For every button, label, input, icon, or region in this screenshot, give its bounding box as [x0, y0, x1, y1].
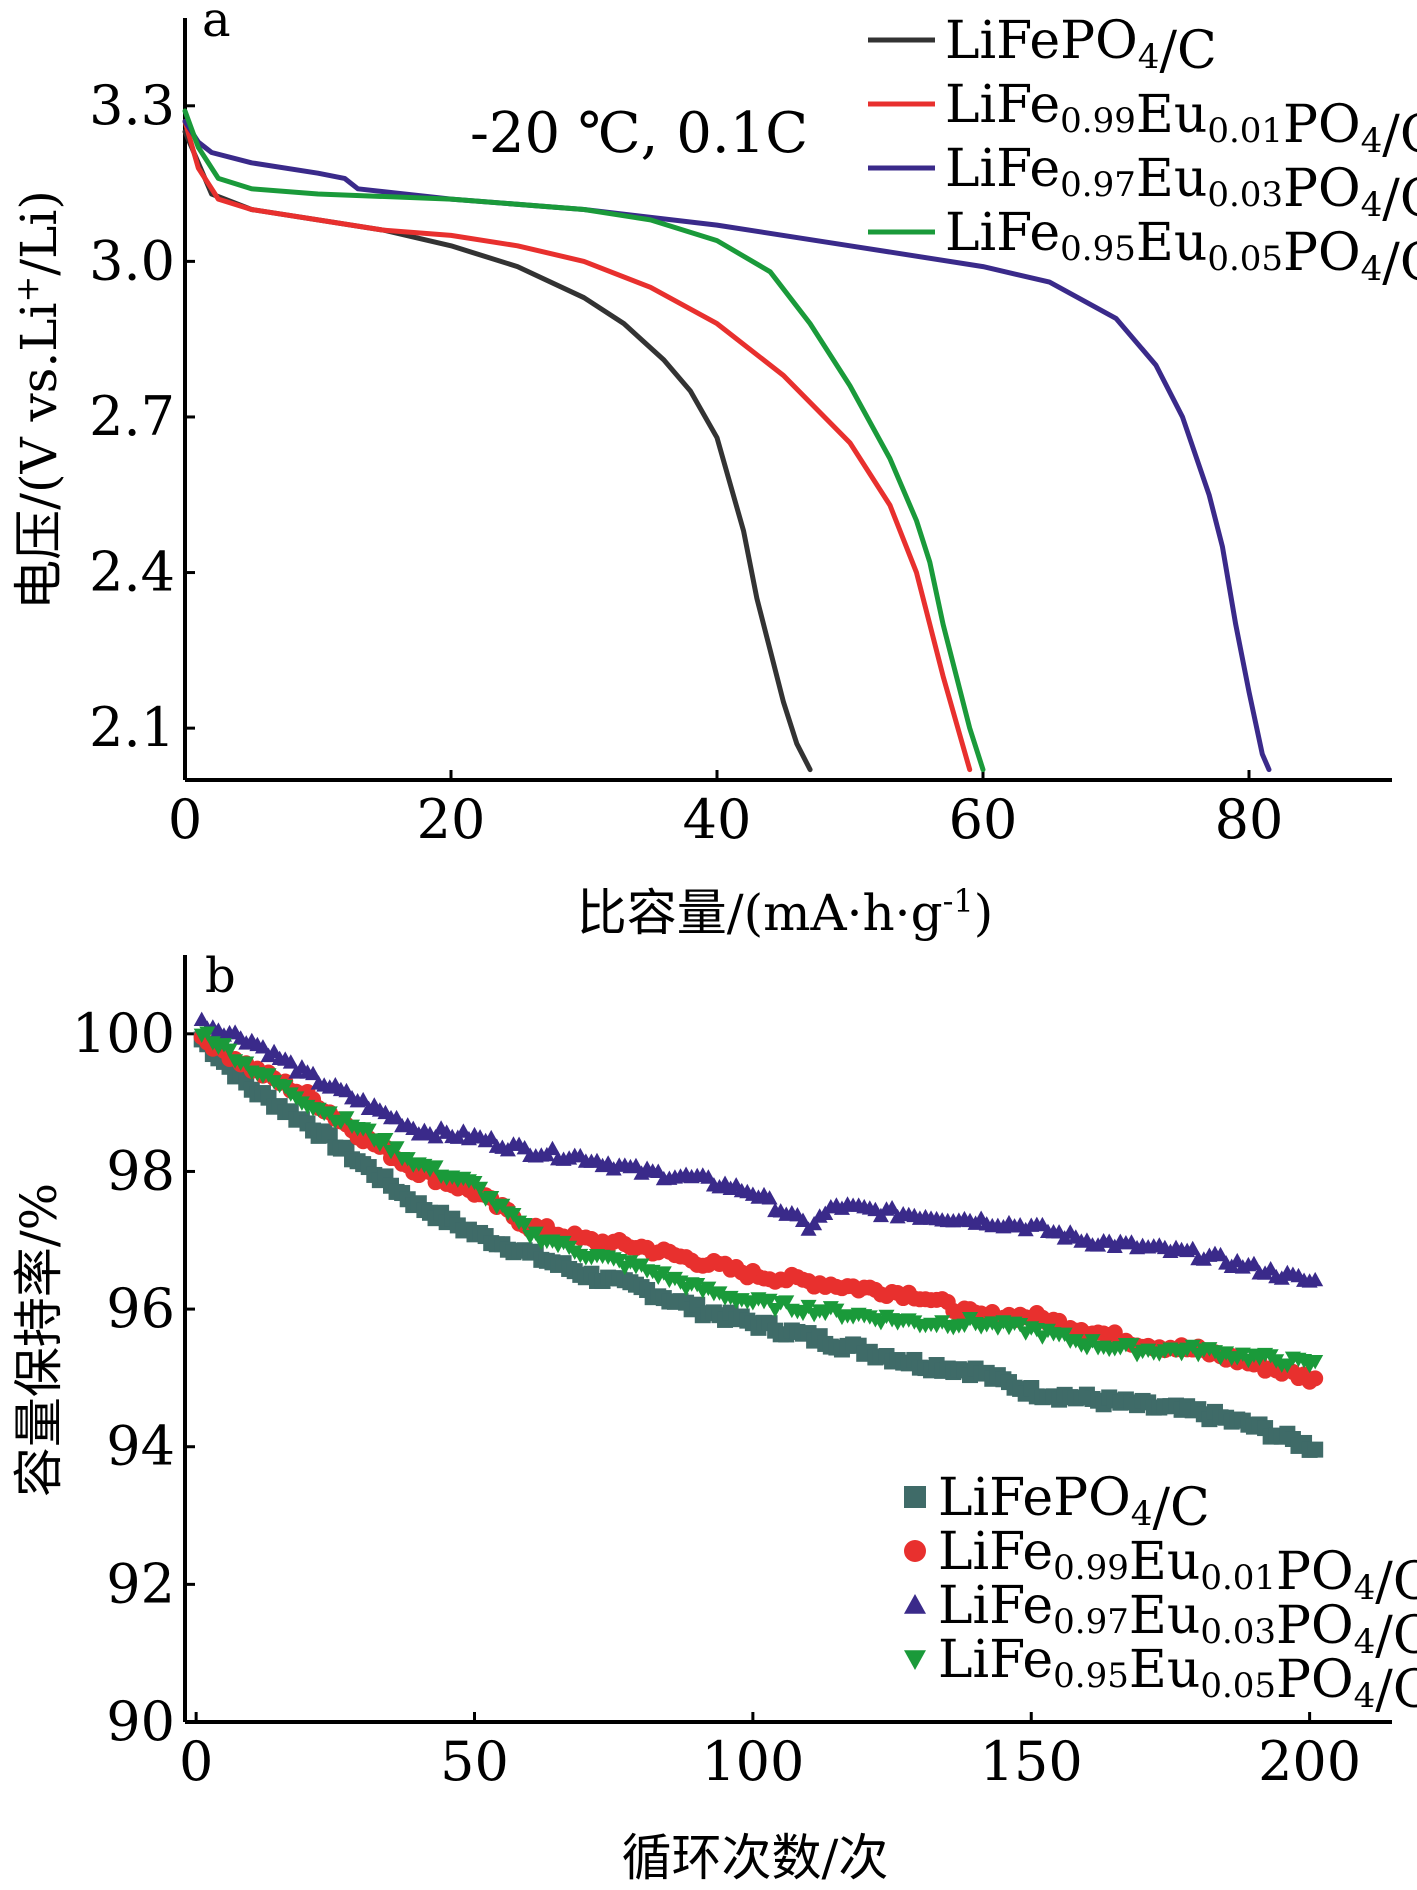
legend-label-lifepo4-c: LiFePO4/C — [945, 11, 1217, 81]
y-tick-label: 98 — [106, 1139, 175, 1202]
data-point — [778, 1295, 795, 1310]
legend-marker-life0-97eu0-03po4-c — [904, 1594, 926, 1614]
data-point — [199, 1026, 216, 1041]
data-point — [388, 1141, 405, 1156]
data-point — [193, 1011, 210, 1027]
data-point — [282, 1054, 299, 1069]
x-tick-label: 20 — [417, 788, 486, 851]
panel-a-discharge-curves: a -20 ℃, 0.1C 0 20 40 60 80 2.1 2.4 2.7 3.0 3.3 比容… — [8, 0, 1417, 942]
data-point — [800, 1299, 817, 1315]
series-group-life0-95eu0-05po4-c — [193, 1026, 1324, 1374]
x-tick-label: 50 — [440, 1730, 509, 1793]
data-point — [494, 1198, 511, 1214]
data-point — [884, 1200, 901, 1215]
y-axis-title: 电压/(V vs.Li+/Li) — [8, 190, 68, 610]
x-tick-label: 40 — [683, 788, 752, 851]
panel-a-label: a — [202, 0, 231, 48]
data-point — [360, 1123, 377, 1139]
data-point — [794, 1212, 811, 1227]
data-point — [338, 1111, 355, 1126]
data-point — [1245, 1255, 1262, 1271]
series-line-life0-99eu0-01po4-c — [182, 118, 973, 773]
legend-label-life0-99eu0-01po4-c: LiFe0.99Eu0.01PO4/C — [938, 1522, 1417, 1612]
y-tick-label: 2.4 — [89, 541, 175, 604]
legend-label-life0-99eu0-01po4-c: LiFe0.99Eu0.01PO4/C — [945, 75, 1417, 165]
data-point — [321, 1127, 338, 1144]
x-tick-label: 150 — [980, 1730, 1083, 1793]
y-tick-label: 3.0 — [89, 229, 175, 292]
data-point — [1307, 1271, 1324, 1287]
data-point — [305, 1065, 322, 1081]
x-tick-label: 0 — [168, 788, 202, 851]
y-tick-label: 2.1 — [89, 696, 175, 759]
legend-marker-lifepo4-c — [904, 1486, 926, 1508]
data-point — [1307, 1354, 1324, 1370]
test-condition-annotation: -20 ℃, 0.1C — [470, 101, 808, 166]
x-tick-label: 0 — [179, 1730, 213, 1793]
data-point — [355, 1091, 372, 1107]
x-axis-title: 循环次数/次 — [622, 1829, 889, 1887]
legend-marker-life0-99eu0-01po4-c — [904, 1540, 926, 1562]
data-point — [655, 1266, 672, 1281]
x-axis-title: 比容量/(mA·h·g-1) — [577, 882, 994, 942]
data-point — [221, 1043, 238, 1059]
y-axis-title: 容量保持率/% — [10, 1183, 68, 1497]
panel-b-label: b — [205, 948, 236, 1004]
data-point — [1184, 1240, 1201, 1256]
data-point — [277, 1079, 294, 1095]
data-point — [377, 1132, 394, 1148]
data-point — [472, 1181, 489, 1197]
series-line-life0-97eu0-03po4-c — [182, 118, 1272, 773]
y-tick-label: 100 — [72, 1002, 175, 1065]
data-point — [1123, 1338, 1140, 1353]
data-point — [238, 1056, 255, 1071]
x-tick-label: 200 — [1258, 1730, 1361, 1793]
series-group-life0-97eu0-03po4-c — [193, 1011, 1324, 1288]
panel-b-capacity-retention: b 0 50 100 150 200 90 92 94 96 98 100 循环次数/次 容量保持率/%… — [10, 948, 1417, 1887]
series-group-lifepo4-c — [193, 1031, 1324, 1458]
data-point — [527, 1226, 544, 1242]
data-point — [427, 1129, 444, 1144]
series-line-life0-95eu0-05po4-c — [182, 108, 986, 773]
legend-label-life0-97eu0-03po4-c: LiFe0.97Eu0.03PO4/C — [945, 139, 1417, 229]
data-point — [761, 1190, 778, 1205]
y-tick-label: 3.3 — [89, 74, 175, 137]
data-point — [1028, 1323, 1045, 1338]
data-point — [1307, 1441, 1324, 1458]
data-point — [1212, 1246, 1229, 1262]
data-point — [505, 1208, 522, 1223]
data-point — [516, 1218, 533, 1233]
data-point — [544, 1140, 561, 1156]
x-tick-label: 80 — [1215, 788, 1284, 851]
data-point — [1307, 1370, 1324, 1387]
legend-label-life0-95eu0-05po4-c: LiFe0.95Eu0.05PO4/C — [945, 203, 1417, 293]
data-point — [1184, 1339, 1201, 1355]
data-point — [254, 1039, 271, 1054]
y-tick-label: 94 — [106, 1415, 175, 1478]
legend-label-life0-95eu0-05po4-c: LiFe0.95Eu0.05PO4/C — [938, 1630, 1417, 1720]
data-point — [483, 1191, 500, 1206]
data-point — [427, 1160, 444, 1175]
y-tick-label: 90 — [106, 1690, 175, 1753]
y-tick-label: 92 — [106, 1552, 175, 1615]
legend-label-lifepo4-c: LiFePO4/C — [938, 1468, 1210, 1538]
y-tick-label: 2.7 — [89, 385, 175, 448]
legend-marker-life0-95eu0-05po4-c — [904, 1650, 926, 1670]
y-tick-label: 96 — [106, 1277, 175, 1340]
x-tick-label: 100 — [701, 1730, 804, 1793]
data-point — [483, 1129, 500, 1145]
data-point — [806, 1215, 823, 1231]
legend-label-life0-97eu0-03po4-c: LiFe0.97Eu0.03PO4/C — [938, 1576, 1417, 1666]
data-point — [321, 1106, 338, 1121]
x-tick-label: 60 — [949, 788, 1018, 851]
